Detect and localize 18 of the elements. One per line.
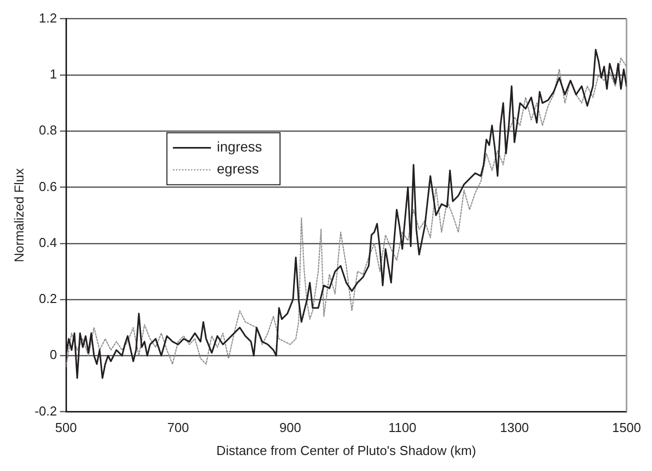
y-tick-label: -0.2 [34,403,57,418]
y-tick-label: 1 [50,66,57,82]
x-tick-label: 1500 [612,420,641,436]
legend-label: ingress [216,138,262,155]
y-tick-label: 0.2 [38,291,57,306]
y-tick-label: 0.4 [38,234,57,250]
x-tick-label: 500 [55,420,77,436]
y-tick-label: 0 [50,347,57,362]
y-tick-label: 0.6 [38,178,57,194]
x-axis-title: Distance from Center of Pluto's Shadow (km) [216,442,476,458]
legend-label: egress [216,160,259,177]
x-tick-label: 1100 [388,420,416,436]
x-tick-label: 700 [167,420,189,436]
y-axis-title: Normalized Flux [11,168,26,262]
x-tick-label: 900 [279,420,302,436]
x-tick-label: 1300 [500,420,529,436]
y-tick-label: 1.2 [38,10,57,26]
y-tick-label: 0.8 [38,122,57,138]
